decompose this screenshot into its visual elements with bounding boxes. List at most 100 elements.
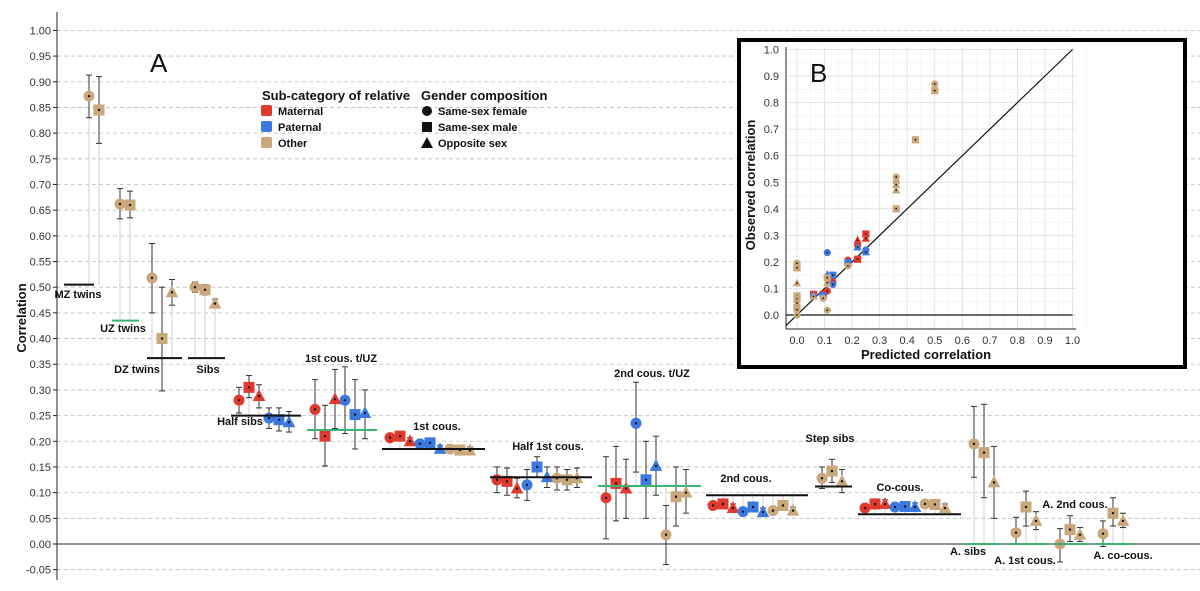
point-center xyxy=(831,283,834,286)
point-center xyxy=(822,297,825,300)
group-label: Co-cous. xyxy=(876,482,923,494)
group-label: 2nd cous. t/UZ xyxy=(614,368,690,380)
point-center xyxy=(257,394,261,398)
panel-a-y-axis-label: Correlation xyxy=(14,283,29,352)
legend-square-marker xyxy=(422,122,432,132)
point-center xyxy=(826,290,829,293)
x-tick-label: 0.7 xyxy=(982,335,997,347)
point-center xyxy=(398,434,402,438)
legend-other-swatch xyxy=(261,137,272,148)
x-tick-label: 0.6 xyxy=(955,335,970,347)
point-center xyxy=(863,506,867,510)
panel-b-gridlines xyxy=(786,35,1087,329)
point-center xyxy=(761,510,765,514)
y-tick-label: 1.00 xyxy=(30,25,51,37)
panel-b-y-axis-label: Observed correlation xyxy=(743,120,758,251)
point-center xyxy=(864,237,867,240)
point-center xyxy=(895,207,898,210)
point-center xyxy=(826,276,829,279)
legend-circle-marker xyxy=(422,106,432,116)
y-tick-label: 0.60 xyxy=(30,231,51,243)
x-tick-label: 0.4 xyxy=(900,335,915,347)
point-center xyxy=(170,291,174,294)
point-center xyxy=(1024,505,1028,509)
point-center xyxy=(495,478,499,481)
point-center xyxy=(203,288,207,291)
point-center xyxy=(913,505,917,509)
x-tick-label: 0.2 xyxy=(844,335,859,347)
point-center xyxy=(831,274,834,277)
point-center xyxy=(1101,532,1105,535)
point-center xyxy=(525,483,529,487)
y-tick-label: 0.75 xyxy=(30,154,51,166)
point-center xyxy=(277,418,281,421)
point-center xyxy=(674,495,678,498)
y-tick-label: 0.55 xyxy=(30,257,51,269)
x-tick-label: 0.5 xyxy=(927,335,942,347)
group-co-cous-: Co-cous. xyxy=(858,482,961,516)
y-tick-label: 0.65 xyxy=(30,205,51,217)
group-2nd-cous-: 2nd cous. xyxy=(706,473,808,518)
y-tick-label: 0.80 xyxy=(30,128,51,140)
group-label: UZ twins xyxy=(100,323,146,335)
point-center xyxy=(237,398,241,402)
point-center xyxy=(565,478,569,481)
x-tick-label: 1.0 xyxy=(1065,335,1080,347)
legend-opposite-sex-label: Opposite sex xyxy=(438,138,508,150)
y-tick-label: 0.25 xyxy=(30,411,51,423)
y-tick-label: 0.70 xyxy=(30,179,51,191)
group-sibs: Sibs xyxy=(188,281,225,376)
point-center xyxy=(323,434,327,438)
y-tick-label: 0.00 xyxy=(30,539,51,551)
y-tick-label: 0.90 xyxy=(30,77,51,89)
panel-b-points xyxy=(792,80,939,319)
group-a-co-cous-: A. co-cous. xyxy=(1093,497,1153,562)
point-center xyxy=(313,408,317,411)
point-center xyxy=(353,413,357,416)
group-1st-cous-t-uz: 1st cous. t/UZ xyxy=(305,353,377,467)
point-center xyxy=(796,266,798,269)
panel-b-x-axis-label: Predicted correlation xyxy=(861,347,991,362)
point-center xyxy=(796,262,798,265)
point-center xyxy=(796,302,798,304)
point-center xyxy=(604,496,608,499)
group-half-1st-cous-: Half 1st cous. xyxy=(490,441,592,501)
group-a-1st-cous-: A. 1st cous. xyxy=(994,490,1056,567)
y-tick-label: 0.15 xyxy=(30,462,51,474)
point-center xyxy=(428,441,432,445)
group-label: Half 1st cous. xyxy=(512,441,584,453)
group-label: Half sibs xyxy=(217,416,263,428)
point-center xyxy=(515,487,519,490)
point-center xyxy=(883,502,887,506)
point-center xyxy=(1111,511,1115,515)
group-1st-cous-: 1st cous. xyxy=(382,421,485,456)
point-center xyxy=(864,251,867,253)
point-center xyxy=(684,491,688,494)
point-center xyxy=(644,478,648,481)
point-center xyxy=(903,505,907,508)
point-center xyxy=(150,276,154,280)
y-tick-label: 0.3 xyxy=(764,230,779,242)
point-center xyxy=(856,258,859,261)
y-tick-label: 0.0 xyxy=(764,310,779,322)
y-tick-label: 0.2 xyxy=(764,257,779,269)
point-center xyxy=(634,422,638,425)
point-center xyxy=(796,308,798,311)
point-center xyxy=(923,502,927,506)
y-tick-label: 0.4 xyxy=(764,204,779,216)
point-center xyxy=(982,451,986,454)
point-center xyxy=(933,83,936,85)
point-center xyxy=(363,411,367,415)
point-center xyxy=(820,477,824,480)
legend-same-sex-female-label: Same-sex female xyxy=(438,106,527,118)
legend-same-sex-male-label: Same-sex male xyxy=(438,122,518,134)
point-center xyxy=(943,506,947,510)
group-label: A. sibs xyxy=(950,546,986,558)
panel-a-groups: MZ twins UZ twins DZ twins Sibs Half sibs 1st… xyxy=(54,74,1153,567)
point-center xyxy=(864,233,867,235)
panel-a-legend: Sub-category of relative Maternal Patern… xyxy=(261,88,547,150)
point-center xyxy=(812,295,815,298)
group-label: 2nd cous. xyxy=(720,473,771,485)
y-tick-label: 0.20 xyxy=(30,436,51,448)
